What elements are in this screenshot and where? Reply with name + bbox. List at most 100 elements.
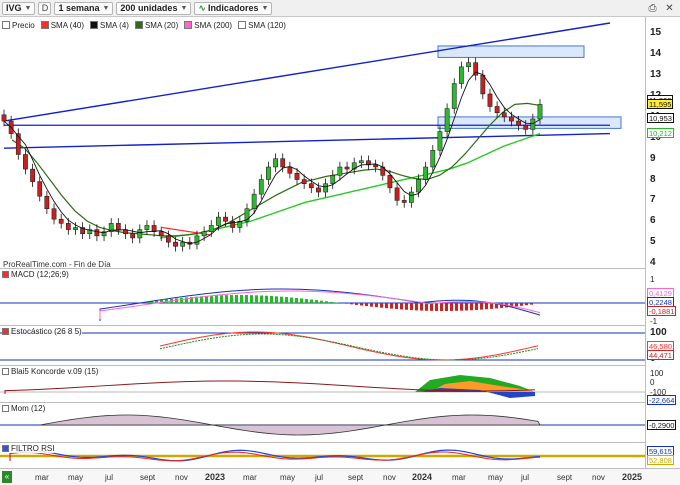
koncorde-chart[interactable]	[0, 366, 645, 403]
macd-histogram-bar	[440, 303, 443, 311]
macd-histogram-bar	[285, 297, 288, 303]
macd-histogram-bar	[470, 303, 473, 311]
koncorde-tick: -100	[650, 388, 667, 397]
macd-tick: -1	[650, 317, 658, 326]
units-selector[interactable]: 200 unidades ▼	[116, 1, 192, 15]
month-label: may	[488, 473, 504, 482]
indicators-menu[interactable]: ∿ Indicadores ▼	[194, 1, 273, 15]
candle-body	[451, 83, 457, 109]
candle-body	[87, 229, 93, 235]
candle-body	[530, 118, 536, 130]
price-chart[interactable]	[0, 17, 645, 269]
candle-body	[466, 62, 471, 68]
candle-body	[509, 116, 514, 122]
candle-body	[473, 62, 479, 76]
candle-body	[94, 229, 100, 237]
macd-histogram-bar	[415, 303, 418, 311]
close-icon[interactable]: ✕	[665, 3, 674, 14]
macd-histogram-bar	[275, 296, 278, 303]
candle-body	[266, 166, 271, 180]
candle-body	[158, 231, 164, 237]
macd-histogram-bar	[335, 302, 338, 303]
macd-histogram-bar	[435, 303, 438, 311]
macd-histogram-bar	[240, 295, 243, 303]
time-axis[interactable]: « mar may jul sept nov 2023 mar may jul sept nov 20…	[0, 468, 680, 485]
watermark: ProRealTime.com - Fin de Día	[3, 260, 111, 269]
units-label: 200 unidades	[120, 3, 178, 13]
indicators-label: Indicadores	[207, 3, 259, 13]
rsi-chart[interactable]	[0, 443, 645, 468]
macd-histogram-bar	[215, 295, 218, 303]
macd-histogram-bar	[320, 300, 323, 303]
candle-body	[65, 223, 71, 230]
price-tag: 10,953	[647, 112, 674, 123]
macd-histogram-bar	[290, 297, 293, 303]
candle-body	[523, 125, 529, 130]
macd-chart[interactable]	[0, 269, 645, 326]
candle-body	[516, 120, 521, 126]
stoch-tick: 100	[650, 327, 667, 338]
legend-item[interactable]: SMA (200)	[184, 21, 232, 30]
month-label: may	[280, 473, 296, 482]
legend-item[interactable]: SMA (120)	[238, 21, 286, 30]
candle-body	[480, 74, 486, 95]
right-axis[interactable]: 15141312111098765411,80311,59510,95310,2…	[645, 17, 680, 468]
price-tag: 11,595	[647, 99, 674, 110]
year-label: 2025	[622, 472, 643, 482]
candle-body	[173, 241, 178, 247]
mom-chart[interactable]	[0, 403, 645, 443]
macd-histogram-bar	[265, 295, 268, 303]
candle-body	[444, 108, 450, 132]
macd-histogram-bar	[410, 303, 413, 311]
mom-area	[39, 414, 541, 436]
candle-body	[408, 191, 414, 203]
candle-body	[44, 195, 50, 209]
timeframe-selector[interactable]: 1 semana ▼	[54, 1, 114, 15]
candle-body	[251, 193, 257, 209]
candle-body	[180, 241, 186, 247]
legend-swatch	[134, 21, 143, 29]
macd-histogram-bar	[510, 303, 513, 307]
scroll-left-icon[interactable]: «	[2, 471, 12, 483]
macd-histogram-bar	[315, 300, 318, 303]
candle-body	[80, 227, 85, 235]
macd-histogram-bar	[475, 303, 478, 310]
channel-upper-line	[3, 22, 611, 122]
macd-histogram-bar	[250, 295, 253, 303]
daily-button[interactable]: D	[38, 1, 52, 15]
macd-histogram-bar	[370, 303, 373, 307]
candle-body	[308, 183, 314, 189]
candle-body	[287, 166, 293, 174]
macd-histogram-bar	[345, 303, 348, 304]
stoch-chart[interactable]	[0, 326, 645, 366]
macd-histogram-bar	[430, 303, 433, 311]
legend-item[interactable]: Precio	[2, 21, 35, 30]
legend-label: SMA (4)	[100, 20, 129, 30]
price-tick: 5	[650, 236, 656, 248]
macd-histogram-bar	[455, 303, 458, 311]
candle-body	[137, 229, 143, 239]
candle-body	[394, 187, 400, 201]
candle-body	[73, 227, 78, 230]
macd-histogram-bar	[395, 303, 398, 310]
candle-body	[280, 158, 286, 168]
rsi-label: FILTRO RSI	[2, 444, 55, 453]
candle-body	[416, 179, 421, 193]
legend-item[interactable]: SMA (4)	[90, 21, 129, 30]
legend-swatch	[238, 21, 247, 29]
month-label: nov	[175, 473, 188, 482]
legend-label: SMA (120)	[248, 20, 286, 30]
macd-histogram-bar	[360, 303, 363, 306]
candle-body	[344, 166, 350, 170]
legend-item[interactable]: SMA (20)	[134, 21, 178, 30]
candle-body	[115, 223, 121, 230]
candle-body	[1, 114, 7, 122]
legend-item[interactable]: SMA (40)	[40, 21, 84, 30]
symbol-selector[interactable]: IVG ▼	[2, 1, 36, 15]
macd-histogram-bar	[160, 299, 163, 303]
macd-histogram-bar	[225, 295, 228, 303]
print-icon[interactable]: ⎙	[648, 3, 657, 14]
macd-histogram-bar	[390, 303, 393, 309]
toolbar-right: ⎙ ✕	[646, 2, 676, 15]
rsi-line	[9, 449, 541, 462]
